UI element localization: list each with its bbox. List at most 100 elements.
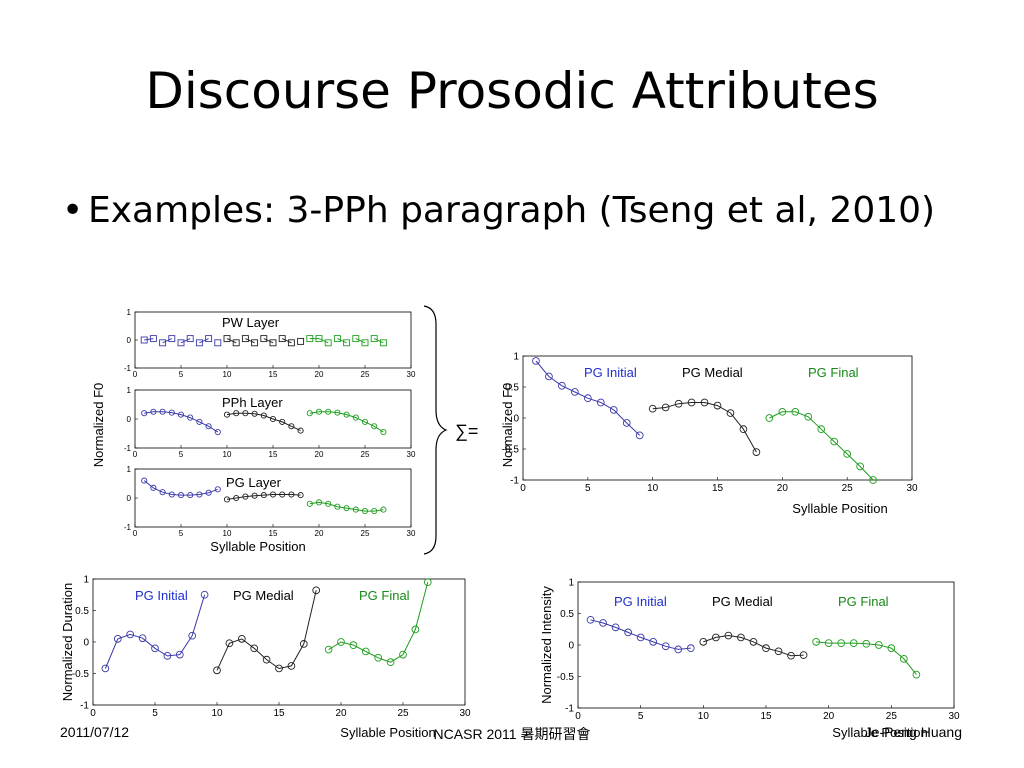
data-point-medial [287,339,295,347]
data-point-medial [260,335,268,343]
legend-final: PG Final [359,588,410,603]
data-point-initial [205,489,212,496]
y-tick-label: -1 [124,523,132,532]
data-point-medial [241,335,249,343]
data-point-initial [186,335,194,343]
x-tick-label: 5 [179,370,184,379]
series-line-medial [226,412,301,432]
x-tick-label: 30 [459,708,471,719]
data-point-initial [532,357,540,365]
x-tick-label: 25 [397,708,409,719]
data-point-initial [636,633,645,642]
data-point-final [380,506,387,513]
x-tick-label: 15 [712,483,724,494]
y-tick-label: 0.5 [560,609,574,620]
y-tick-label: 1 [127,308,132,317]
series-line-medial [263,338,274,344]
bullet-text: Examples: 3-PPh paragraph (Tseng et al, … [88,190,936,231]
data-point-final [411,625,420,634]
data-point-medial [262,655,271,664]
data-point-initial [649,637,658,646]
data-point-medial [288,491,295,498]
plot-frame [92,578,466,706]
data-point-final [778,407,787,416]
data-point-medial [297,427,304,434]
data-point-initial [586,615,595,624]
data-point-final [306,500,313,507]
data-point-medial [223,496,231,503]
data-point-initial [196,418,203,425]
y-tick-label: -1 [124,444,132,453]
data-point-initial [214,486,221,493]
footer-event: NCASR 2011 暑期研習會 [433,726,591,742]
chart-f0: 0 5 10 15 20 25 30 -1 -0.5 0 0.5 1 PG Initial PG Medi… [502,352,918,517]
x-tick-label: 10 [698,711,710,722]
data-point-final [306,335,314,343]
data-point-final [315,408,323,415]
data-point-initial [163,652,172,660]
x-tick-label: 30 [407,529,416,538]
data-point-medial [250,644,259,653]
data-point-medial [762,644,770,653]
data-point-final [352,506,359,513]
data-point-medial [700,398,709,407]
series-line-final [337,338,347,344]
plot-frame [522,355,913,481]
data-point-medial [260,492,267,499]
data-point-medial [251,410,258,417]
data-point-medial [242,493,249,500]
x-axis-label-intensity: Syllable Position [832,725,927,740]
data-point-final [361,647,370,656]
slide-title: Discourse Prosodic Attributes [145,62,879,120]
data-point-final [830,437,839,446]
data-point-medial [288,423,295,430]
x-tick-label: 25 [361,370,370,379]
y-tick-label: -1 [565,704,574,715]
x-tick-label: 10 [211,708,223,719]
data-point-initial [622,419,631,427]
data-point-initial [674,645,683,654]
x-tick-label: 0 [133,370,138,379]
data-point-medial [774,647,783,656]
series-line-final [309,411,384,433]
series-line-medial [216,590,317,671]
data-point-initial [159,339,167,347]
data-point-final [371,507,378,515]
data-point-final [765,414,774,422]
x-tick-label: 20 [823,711,835,722]
x-tick-label: 0 [133,529,138,538]
data-point-medial [287,662,296,670]
data-point-final [334,503,341,510]
series-line-final [816,641,917,675]
data-point-final [791,407,800,416]
y-tick-label: -0.5 [502,445,520,456]
data-point-initial [611,623,620,632]
data-point-initial [140,336,148,344]
y-tick-label: 1 [513,352,519,363]
data-point-medial [237,634,246,643]
x-tick-label: 5 [585,483,591,494]
x-tick-label: 15 [269,370,278,379]
data-point-final [325,408,332,415]
x-tick-label: 25 [361,529,370,538]
data-point-medial [232,339,240,347]
series-line-medial [703,634,804,657]
data-point-medial [299,640,308,648]
y-tick-label: -1 [80,701,89,712]
data-point-initial [159,489,166,496]
data-point-final [334,409,341,416]
x-tick-label: 30 [906,483,918,494]
data-point-medial [279,491,286,498]
data-point-final [824,639,833,647]
series-line-medial [226,494,301,500]
data-point-medial [661,403,670,412]
data-point-medial [225,639,234,648]
data-point-medial [312,586,321,595]
y-tick-label: 1 [127,465,132,474]
data-point-initial [168,409,175,416]
data-point-initial [138,634,147,643]
data-point-final [869,476,877,484]
series-line-final [309,501,384,512]
data-point-medial [251,339,259,347]
